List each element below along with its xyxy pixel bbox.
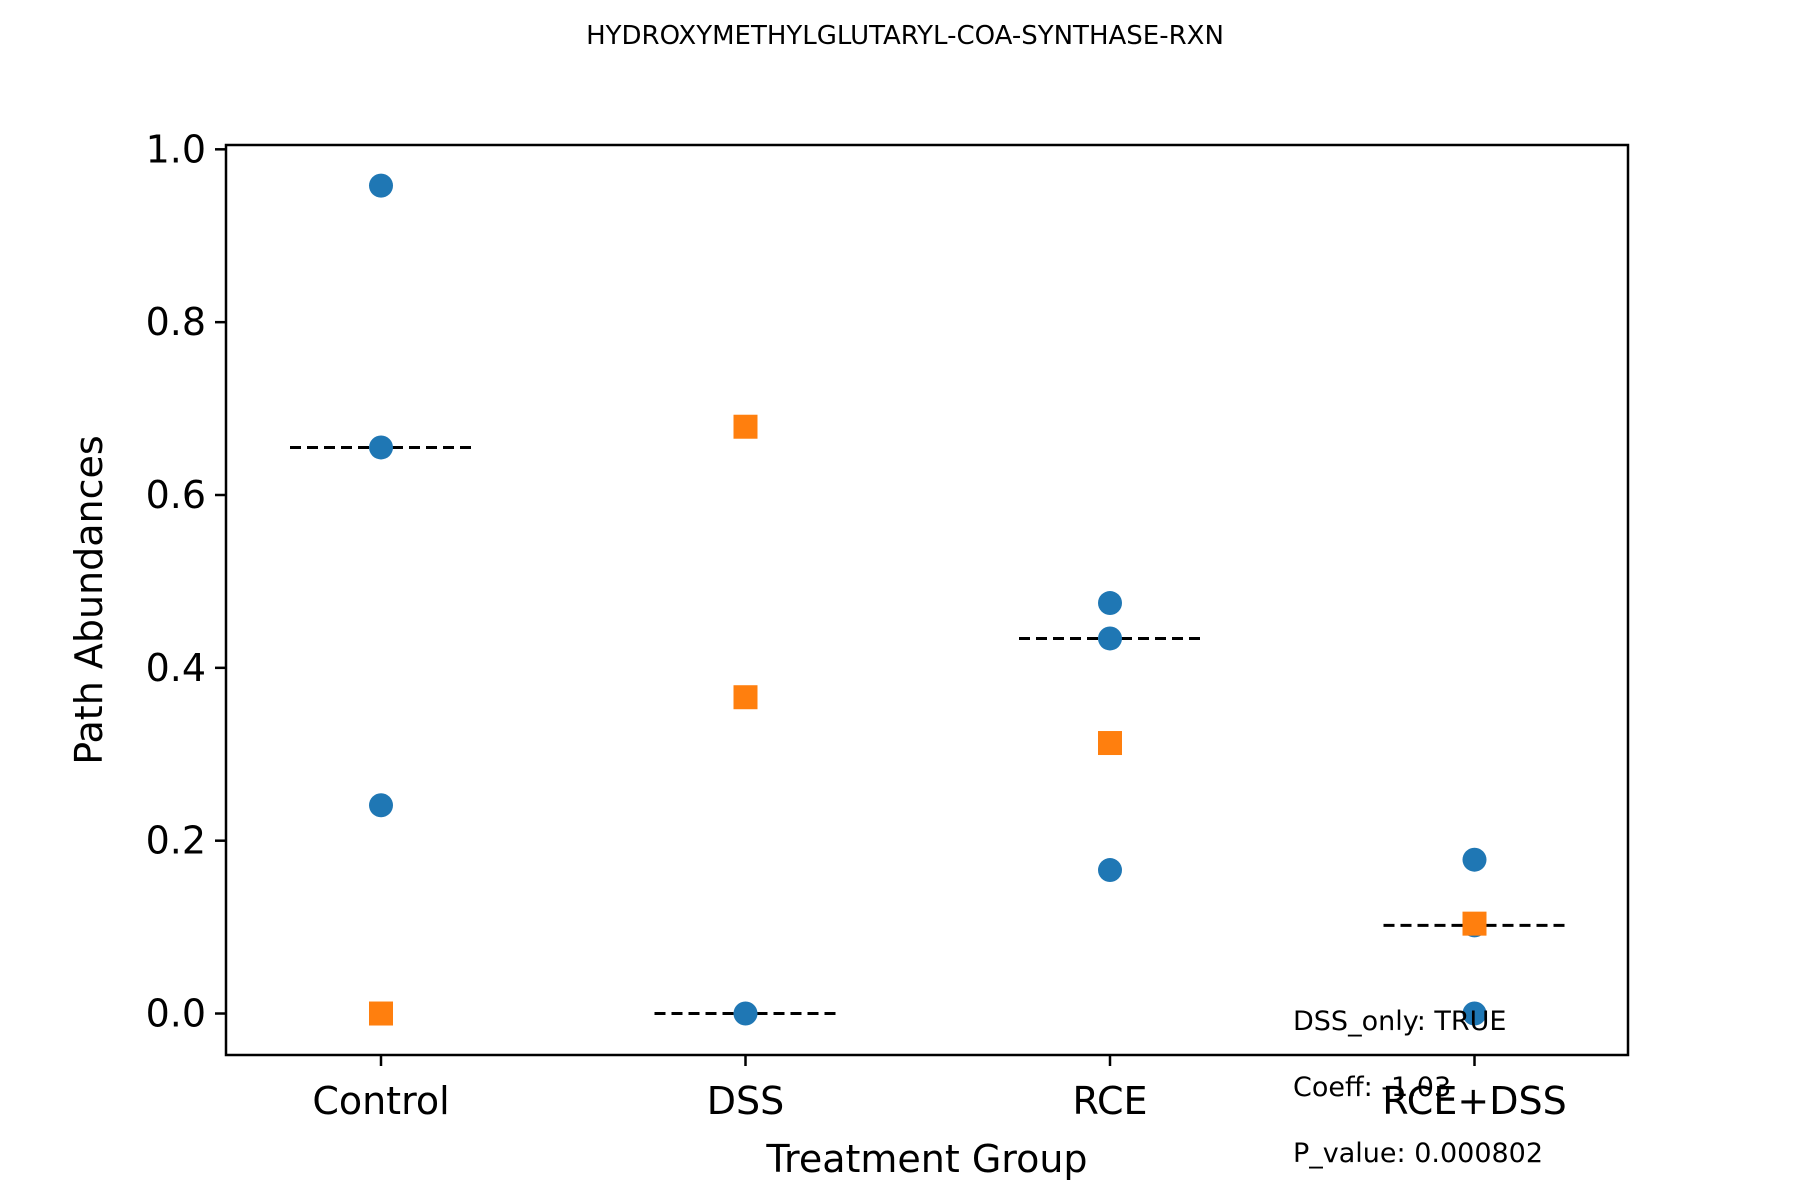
- stats-annotation: Coeff: -1.03: [1293, 1072, 1451, 1103]
- data-point-circle: [1098, 858, 1122, 883]
- data-point-circle: [1098, 591, 1122, 616]
- x-tick-label: RCE+DSS: [1382, 1079, 1566, 1123]
- stats-annotations: DSS_only: TRUE Coeff: -1.03 P_value: 0.000…: [1293, 1006, 1543, 1169]
- y-tick-label: 0.6: [146, 473, 206, 517]
- x-axis-label: Treatment Group: [765, 1137, 1087, 1181]
- y-tick-label: 0.2: [146, 819, 206, 863]
- data-point-square: [733, 414, 758, 439]
- data-point-square: [369, 1001, 393, 1026]
- y-tick-label: 1.0: [146, 127, 206, 171]
- stats-annotation: DSS_only: TRUE: [1293, 1006, 1506, 1037]
- y-tick-label: 0.4: [146, 646, 206, 690]
- plot-area: 0.0 0.2 0.4 0.6 0.8 1.0 Control DSS RCE RCE+DSS: [146, 127, 1567, 1123]
- plot-frame: [224, 143, 1630, 1057]
- data-point-circle: [369, 173, 393, 198]
- y-tick-label: 0.8: [146, 300, 206, 344]
- data-point-circle: [1462, 1001, 1487, 1026]
- x-tick-label: RCE: [1072, 1079, 1147, 1123]
- data-point-circle: [733, 1001, 758, 1026]
- y-tick-label: 0.0: [146, 992, 206, 1036]
- chart-title: HYDROXYMETHYLGLUTARYL-COA-SYNTHASE-RXN: [586, 21, 1224, 51]
- data-point-circle: [1098, 626, 1122, 651]
- data-point-circle: [1462, 847, 1487, 872]
- data-point-circle: [369, 793, 393, 818]
- x-tick-label: Control: [312, 1079, 449, 1123]
- y-axis-label: Path Abundances: [67, 435, 111, 764]
- x-tick-label: DSS: [707, 1079, 785, 1123]
- data-point-square: [1462, 911, 1487, 936]
- stats-annotation: P_value: 0.000802: [1293, 1138, 1543, 1169]
- data-point-square: [733, 685, 758, 710]
- data-point-circle: [369, 435, 393, 460]
- data-point-square: [1098, 731, 1122, 756]
